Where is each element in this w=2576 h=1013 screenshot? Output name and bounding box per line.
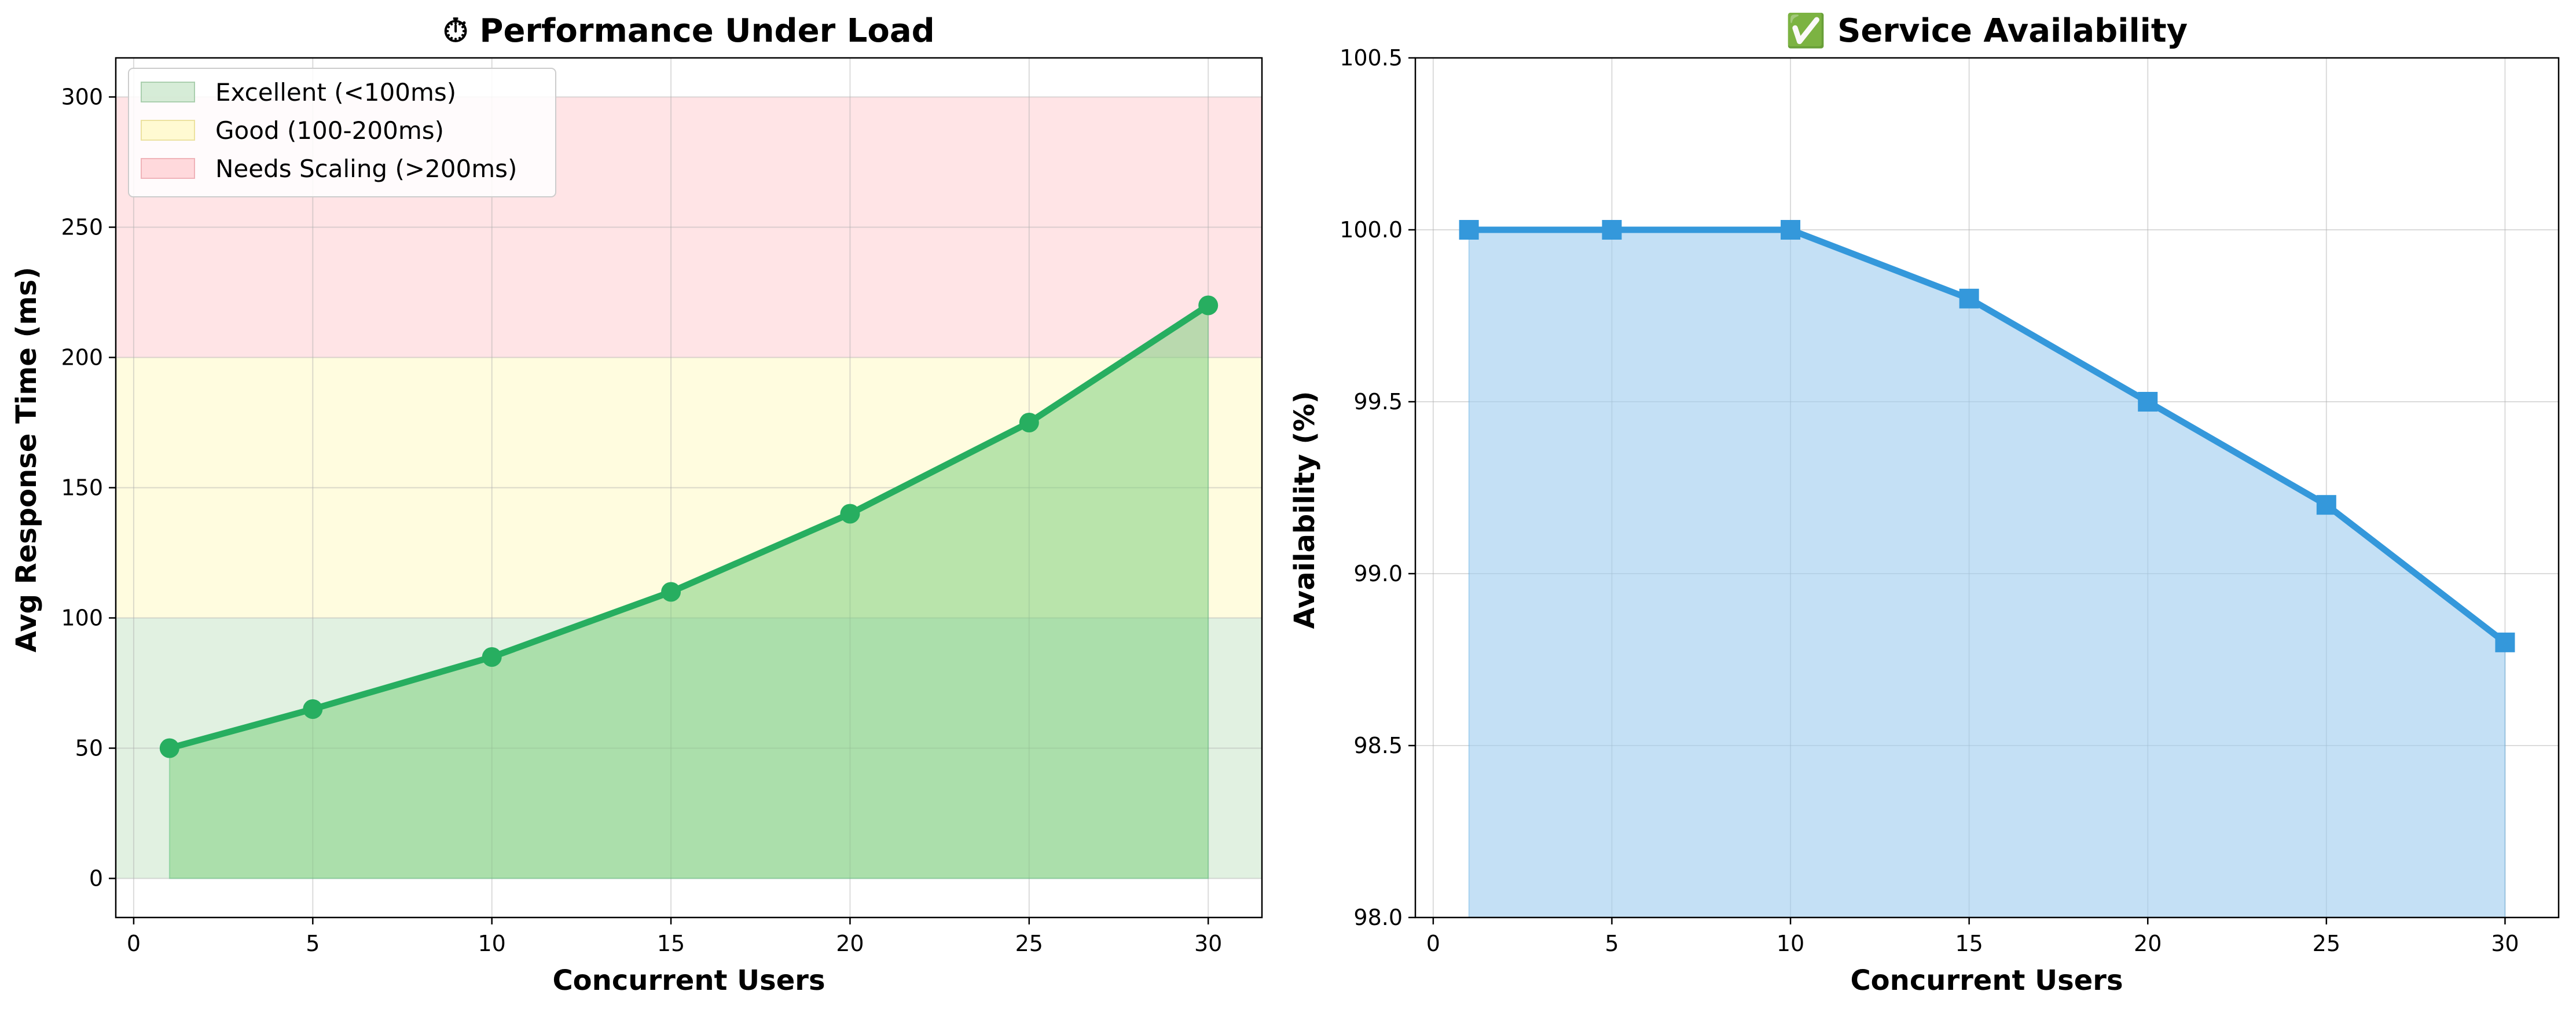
data-point <box>1781 220 1801 240</box>
legend-swatch-needs-scaling <box>141 158 195 179</box>
x-axis-title: Concurrent Users <box>1850 964 2123 997</box>
x-tick-label: 30 <box>1194 931 1222 956</box>
x-tick-label: 0 <box>127 931 141 956</box>
y-tick-label: 50 <box>75 736 103 761</box>
x-axis-ticks: 0 5 10 15 20 25 30 <box>1426 917 2519 956</box>
x-tick-label: 10 <box>478 931 506 956</box>
x-tick-label: 0 <box>1426 931 1440 956</box>
data-point <box>661 582 681 602</box>
y-tick-label: 200 <box>61 345 103 370</box>
y-axis-title: Availability (%) <box>1289 391 1321 629</box>
data-point <box>2316 495 2336 515</box>
availability-chart: 0 5 10 15 20 25 30 98.098.599.099.5100.0100.5 … <box>1289 12 2560 997</box>
response-time-markers <box>159 295 1219 758</box>
x-tick-label: 15 <box>1955 931 1983 956</box>
x-tick-label: 30 <box>2491 931 2519 956</box>
y-tick-label: 98.5 <box>1353 733 1403 758</box>
y-tick-label: 250 <box>61 215 103 240</box>
data-point <box>303 699 323 719</box>
data-point <box>482 647 502 667</box>
y-axis-ticks: 98.0 98.5 99.0 99.5 100.0 100.5 <box>1340 45 1415 930</box>
legend-label-excellent: Excellent (<100ms) <box>215 78 456 107</box>
x-tick-label: 10 <box>1777 931 1804 956</box>
data-point <box>1198 295 1219 315</box>
x-axis-title: Concurrent Users <box>552 964 825 997</box>
chart-title: ⏱ Performance Under Load <box>443 12 935 50</box>
data-point <box>1959 288 1979 309</box>
x-axis-ticks: 0 5 10 15 20 25 30 <box>127 917 1222 956</box>
legend: Excellent (<100ms) Good (100-200ms) Need… <box>128 68 556 197</box>
y-tick-label: 100 <box>61 605 103 631</box>
availability-markers <box>1459 220 2515 652</box>
x-tick-label: 5 <box>306 931 320 956</box>
legend-label-good: Good (100-200ms) <box>215 116 444 145</box>
y-tick-label: 98.0 <box>1353 905 1403 930</box>
y-tick-label: 0 <box>89 866 103 891</box>
data-point <box>1602 220 1622 240</box>
data-point <box>159 738 179 758</box>
x-tick-label: 20 <box>836 931 864 956</box>
data-point <box>2138 392 2158 412</box>
x-tick-label: 5 <box>1605 931 1619 956</box>
data-point <box>2495 632 2515 652</box>
x-tick-label: 15 <box>657 931 685 956</box>
x-tick-label: 20 <box>2134 931 2162 956</box>
y-tick-label: 100.0 <box>1340 217 1403 243</box>
data-point <box>1019 413 1039 432</box>
y-tick-label: 150 <box>61 475 103 501</box>
y-tick-label: 300 <box>61 85 103 110</box>
data-point <box>1459 220 1479 240</box>
y-tick-label: 99.0 <box>1353 561 1403 586</box>
y-tick-label: 99.5 <box>1353 389 1403 414</box>
x-tick-label: 25 <box>1015 931 1043 956</box>
x-tick-label: 25 <box>2313 931 2340 956</box>
legend-swatch-excellent <box>141 82 195 102</box>
data-point <box>840 504 860 524</box>
y-axis-ticks: 0 50 100 150 200 250 300 <box>61 85 116 891</box>
chart-title: ✅ Service Availability <box>1786 12 2188 50</box>
response-time-chart: 0 5 10 15 20 25 30 0 50 100 150 200 250 300 ⏱ Perfor… <box>10 12 1263 997</box>
plot-frame <box>1414 57 2560 919</box>
legend-swatch-good <box>141 120 195 141</box>
y-tick-label: 100.5 <box>1340 45 1403 71</box>
y-axis-title: Avg Response Time (ms) <box>10 267 43 652</box>
legend-label-needs-scaling: Needs Scaling (>200ms) <box>215 155 517 183</box>
legend-frame <box>128 68 556 197</box>
